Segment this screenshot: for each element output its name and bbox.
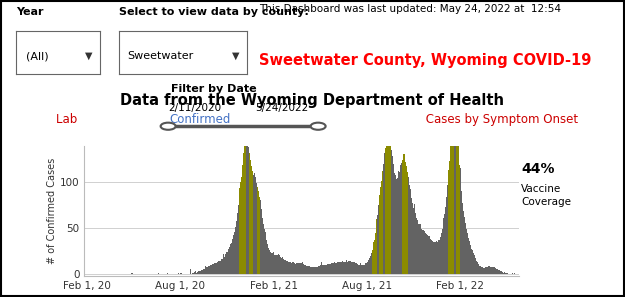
Y-axis label: # of Confirmed Cases: # of Confirmed Cases xyxy=(47,158,57,264)
Text: ▼: ▼ xyxy=(85,51,92,61)
Text: This Dashboard was last updated: May 24, 2022 at  12:54: This Dashboard was last updated: May 24,… xyxy=(259,4,561,15)
Text: ▼: ▼ xyxy=(231,51,239,61)
Text: 44%: 44% xyxy=(521,162,554,176)
Text: Year: Year xyxy=(16,7,43,18)
Text: Sweetwater County, Wyoming COVID-19: Sweetwater County, Wyoming COVID-19 xyxy=(259,53,592,69)
Text: (All): (All) xyxy=(26,51,48,61)
Text: Confirmed: Confirmed xyxy=(169,113,230,126)
Text: Filter by Date: Filter by Date xyxy=(171,83,257,94)
Text: Data from the Wyoming Department of Health: Data from the Wyoming Department of Heal… xyxy=(121,93,504,108)
Text: Cases by Symptom Onset: Cases by Symptom Onset xyxy=(422,113,582,126)
Text: 2/11/2020: 2/11/2020 xyxy=(168,103,221,113)
Text: Lab: Lab xyxy=(56,113,81,126)
Text: 5/24/2022: 5/24/2022 xyxy=(256,103,309,113)
Text: Select to view data by county:: Select to view data by county: xyxy=(119,7,309,18)
Text: Vaccine
Coverage: Vaccine Coverage xyxy=(521,184,571,207)
Text: Sweetwater: Sweetwater xyxy=(127,51,194,61)
